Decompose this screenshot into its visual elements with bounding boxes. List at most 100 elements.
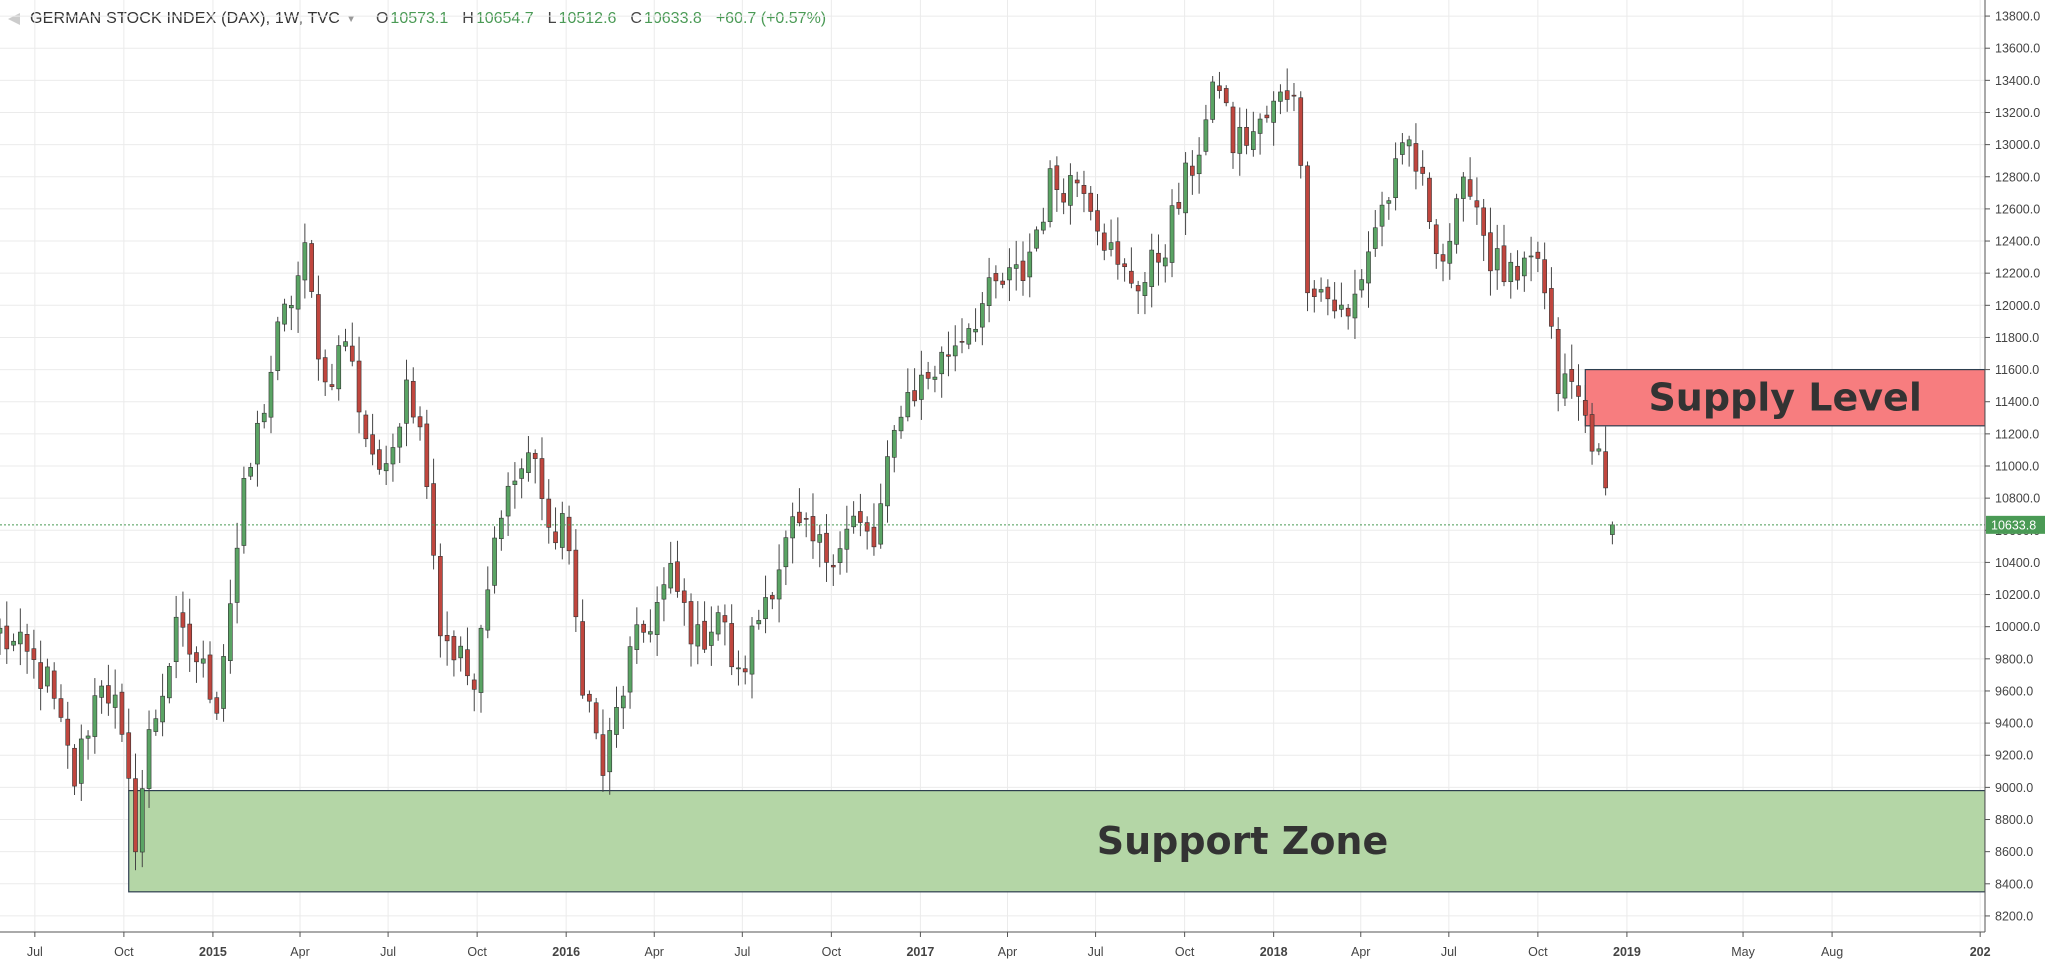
candle-body: [288, 305, 294, 309]
candle: [634, 607, 640, 664]
candle-body: [295, 275, 301, 310]
candle: [438, 543, 443, 658]
candle-body: [607, 730, 613, 773]
zones: [128, 368, 1986, 893]
candle-body: [1217, 85, 1222, 91]
candle: [607, 717, 613, 795]
candle: [919, 350, 924, 420]
candle: [478, 624, 484, 713]
candle-body: [478, 627, 484, 693]
candle-body: [1264, 114, 1270, 119]
candle: [1278, 84, 1283, 115]
candle-body: [688, 601, 694, 645]
candle-body: [377, 449, 382, 470]
candle-body: [1555, 328, 1561, 395]
ohlc-low: L 10512.6: [548, 10, 617, 28]
candle: [817, 524, 823, 568]
candle-body: [17, 631, 23, 645]
candle: [397, 423, 403, 464]
candle: [72, 744, 77, 796]
candle-body: [431, 483, 436, 556]
low-key: L: [547, 10, 557, 27]
candle-body: [248, 467, 253, 477]
candle: [729, 604, 735, 676]
candle: [742, 655, 748, 685]
price-tick-label: 12800.0: [1995, 170, 2040, 184]
candle-body: [1474, 200, 1480, 208]
open-value: 10573.1: [390, 10, 449, 27]
candle: [119, 683, 125, 743]
chevron-down-icon[interactable]: ▼: [346, 13, 356, 25]
candle: [1379, 191, 1385, 247]
candle-body: [51, 670, 57, 699]
candle-body: [1311, 288, 1317, 297]
candle-body: [38, 662, 43, 689]
candle-body: [1515, 265, 1520, 281]
candle-body: [1257, 118, 1263, 134]
candle-body: [844, 528, 850, 550]
candle-body: [370, 434, 375, 455]
candle-body: [1481, 207, 1487, 236]
candle: [858, 493, 863, 537]
candle: [187, 598, 193, 672]
candle-body: [600, 734, 606, 776]
candle-body: [438, 556, 443, 637]
candle: [173, 595, 179, 679]
candle: [1488, 207, 1493, 296]
candle: [1521, 251, 1527, 292]
candle-body: [146, 729, 152, 789]
candle: [512, 462, 518, 509]
time-tick-label: Jul: [734, 945, 750, 959]
candle: [1088, 186, 1094, 221]
candle: [1115, 217, 1121, 280]
candle-body: [986, 277, 992, 306]
candle-body: [31, 648, 37, 660]
candle: [356, 336, 362, 434]
candle: [329, 363, 335, 391]
candle-body: [797, 511, 802, 524]
candle-body: [681, 590, 687, 603]
price-tick-label: 12200.0: [1995, 267, 2040, 281]
candle: [1162, 244, 1168, 283]
close-value: 10633.8: [643, 10, 702, 27]
candle-body: [546, 498, 552, 528]
candle: [1007, 248, 1012, 302]
candle-body: [1339, 304, 1344, 310]
candle-body: [160, 695, 165, 723]
symbol-title[interactable]: GERMAN STOCK INDEX (DAX), 1W, TVC: [30, 10, 341, 27]
price-tick-label: 9200.0: [1995, 749, 2033, 763]
candle: [153, 709, 159, 736]
candle-body: [627, 646, 633, 693]
candle-body: [1521, 257, 1527, 277]
time-tick-label: 202: [1970, 945, 1991, 959]
candle-body: [1081, 184, 1087, 194]
candle-body: [45, 666, 50, 687]
candle-body: [803, 518, 809, 520]
time-tick-label: 2015: [199, 945, 227, 959]
candle: [905, 368, 911, 422]
candle: [1562, 353, 1568, 407]
candle: [1474, 177, 1480, 225]
candle: [566, 505, 572, 565]
candle-body: [1345, 307, 1351, 317]
candle-body: [1433, 224, 1439, 255]
low-value: 10512.6: [558, 10, 617, 27]
candle-body: [397, 426, 403, 448]
candle-body: [451, 636, 457, 661]
candle-body: [952, 345, 958, 357]
time-tick-label: Oct: [1175, 945, 1195, 959]
candle: [200, 640, 206, 678]
candle-body: [471, 679, 477, 690]
candle-body: [830, 564, 836, 568]
candle: [1095, 193, 1100, 246]
candle-body: [593, 702, 599, 734]
candle: [688, 593, 694, 667]
candle-body: [790, 516, 795, 539]
candle: [302, 223, 308, 299]
candle-body: [1162, 257, 1168, 267]
candle: [1264, 105, 1270, 123]
candle-body: [1244, 127, 1249, 146]
candle-body: [1535, 251, 1541, 259]
